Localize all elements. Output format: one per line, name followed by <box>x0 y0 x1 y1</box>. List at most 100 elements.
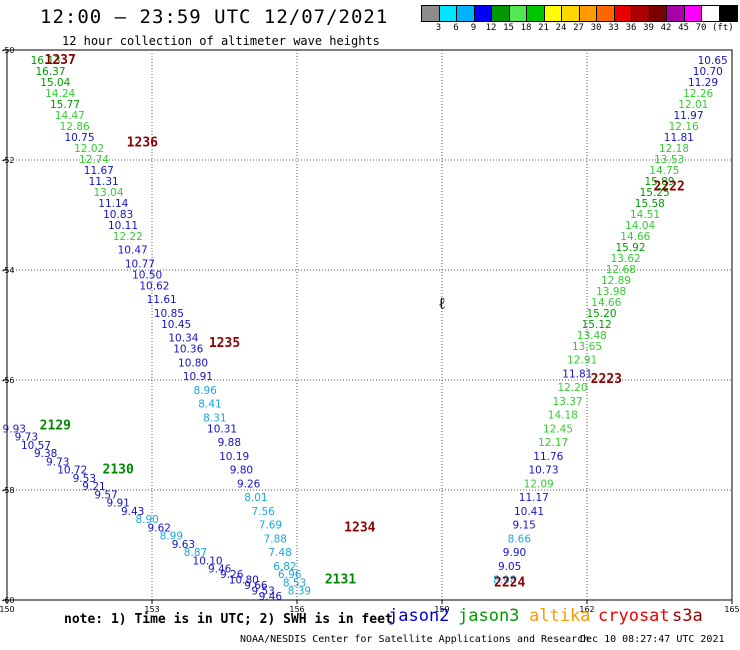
wave-height-value: 8.66 <box>508 533 532 545</box>
land-outline: ℓ <box>438 294 446 313</box>
legend-tick-label: 27 <box>573 23 584 33</box>
wave-height-value: 12.22 <box>113 231 143 243</box>
legend-tick-label: 18 <box>520 23 532 33</box>
wave-height-value: 10.34 <box>168 333 198 345</box>
y-tick-label: -50 <box>1 46 14 55</box>
color-scale-unit: (ft) <box>712 23 734 33</box>
wave-height-value: 15.12 <box>582 319 612 331</box>
legend-swatch <box>702 6 720 21</box>
wave-height-value: 10.62 <box>139 280 169 292</box>
wave-height-value: 13.37 <box>553 396 583 408</box>
wave-height-value: 13.53 <box>654 154 684 166</box>
wave-height-value: 11.67 <box>84 165 114 177</box>
legend-swatch <box>667 6 685 21</box>
wave-height-value: 12.09 <box>524 478 554 490</box>
color-scale-legend <box>421 5 738 22</box>
legend-tick-label: 45 <box>678 23 689 33</box>
legend-swatch <box>474 6 492 21</box>
satellite-name: jason3 <box>458 606 520 626</box>
wave-height-value: 12.17 <box>538 437 568 449</box>
legend-tick-label: 9 <box>470 23 477 33</box>
wave-height-value: 9.53 <box>251 586 274 598</box>
wave-height-value: 15.77 <box>50 99 80 111</box>
legend-tick-label: 33 <box>608 23 619 33</box>
wave-height-value: 9.38 <box>34 448 57 460</box>
legend-swatch <box>597 6 615 21</box>
x-tick-label: 162 <box>579 605 594 614</box>
legend-swatch <box>527 6 545 21</box>
pass-label: 2131 <box>325 573 356 588</box>
wave-height-value: 7.56 <box>251 506 275 518</box>
wave-height-value: 9.46 <box>208 564 232 576</box>
legend-swatch <box>509 6 527 21</box>
page-subtitle: 12 hour collection of altimeter wave hei… <box>62 34 380 48</box>
wave-height-value: 14.66 <box>620 231 650 243</box>
wave-height-value: 16.13 <box>31 55 61 67</box>
wave-height-value: 12.01 <box>678 99 708 111</box>
wave-height-value: 11.61 <box>147 294 177 306</box>
wave-height-value: 9.62 <box>148 522 171 534</box>
wave-height-value: 13.04 <box>93 187 123 199</box>
x-tick-label: 165 <box>724 605 739 614</box>
pass-label: 2223 <box>591 372 622 387</box>
footer-note: note: 1) Time is in UTC; 2) SWH is in fe… <box>64 612 393 627</box>
wave-height-value: 12.26 <box>683 88 713 100</box>
color-scale-labels: 3 6 9 12 15 18 21 24 27 30 33 36 39 42 45 70 <box>421 23 740 35</box>
wave-height-value: 10.19 <box>219 451 249 463</box>
wave-height-value: 9.05 <box>498 561 521 573</box>
pass-label: 2222 <box>654 179 685 194</box>
wave-height-value: 10.72 <box>57 465 87 477</box>
wave-height-value: 14.24 <box>45 88 75 100</box>
y-tick-label: -52 <box>1 156 14 165</box>
wave-height-value: 14.47 <box>55 110 85 122</box>
legend-swatch <box>579 6 597 21</box>
wave-height-value: 10.70 <box>693 66 723 78</box>
wave-height-value: 9.93 <box>3 423 26 435</box>
wave-height-value: 10.31 <box>207 423 237 435</box>
legend-swatch <box>632 6 650 21</box>
legend-swatch <box>492 6 510 21</box>
wave-height-value: 15.04 <box>40 77 70 89</box>
wave-height-value: 13.65 <box>572 341 602 353</box>
plot-frame <box>6 49 733 601</box>
wave-height-value: 12.89 <box>601 275 631 287</box>
x-tick-label: 150 <box>0 605 15 614</box>
legend-tick-label: 15 <box>503 23 514 33</box>
wave-height-value: 15.92 <box>615 242 645 254</box>
wave-height-value: 6.82 <box>273 561 296 573</box>
wave-height-value: 12.74 <box>79 154 109 166</box>
wave-height-value: 15.89 <box>644 176 674 188</box>
wave-height-value: 9.26 <box>220 569 244 581</box>
legend-tick-label: 30 <box>590 23 602 33</box>
legend-swatch <box>544 6 562 21</box>
wave-height-value: 9.91 <box>106 498 129 510</box>
legend-tick-label: 21 <box>538 23 549 33</box>
wave-height-value: 10.65 <box>698 55 728 67</box>
y-tick-label: -56 <box>1 376 14 385</box>
wave-height-value: 10.91 <box>183 371 213 383</box>
wave-height-value: 8.39 <box>288 586 311 598</box>
wave-height-value: 7.69 <box>259 520 282 532</box>
wave-height-value: 7.48 <box>268 547 291 559</box>
legend-swatch <box>684 6 702 21</box>
wave-height-value: 8.41 <box>198 399 221 411</box>
wave-height-value: 11.29 <box>688 77 718 89</box>
pass-label: 1234 <box>344 520 375 535</box>
wave-height-value: 11.31 <box>89 176 119 188</box>
wave-height-value: 12.68 <box>606 264 636 276</box>
wave-height-value: 10.73 <box>528 465 558 477</box>
legend-tick-label: 6 <box>453 23 459 33</box>
legend-swatch <box>614 6 632 21</box>
wave-height-value: 16.37 <box>35 66 65 78</box>
legend-tick-label: 36 <box>625 23 637 33</box>
wave-height-value: 7.88 <box>264 533 287 545</box>
wave-height-value: 11.14 <box>98 198 128 210</box>
wave-height-value: 10.41 <box>514 506 544 518</box>
wave-height-value: 13.62 <box>611 253 641 265</box>
wave-height-value: 10.45 <box>161 319 191 331</box>
legend-swatch <box>457 6 475 21</box>
wave-height-value: 10.57 <box>21 440 51 452</box>
pass-label: 1236 <box>127 135 158 150</box>
wave-height-value: 14.18 <box>548 410 578 422</box>
wave-height-value: 12.20 <box>557 382 587 394</box>
